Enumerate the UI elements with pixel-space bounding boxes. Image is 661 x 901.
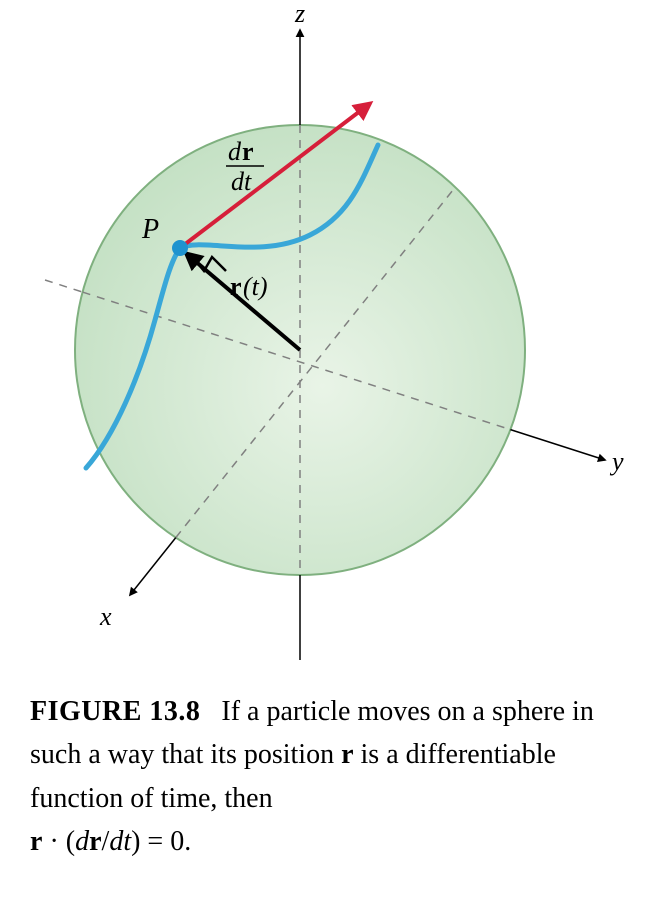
x-axis-front: [130, 538, 176, 595]
caption-text-1: If a particle moves on: [221, 696, 465, 727]
eq-r: r: [30, 826, 42, 857]
r-of-t-label: r (t): [230, 272, 268, 301]
svg-text:(t): (t): [243, 272, 268, 301]
point-p-label: P: [141, 214, 159, 245]
svg-text:r: r: [242, 137, 254, 166]
eq-open: (: [66, 826, 75, 857]
point-p: [172, 240, 188, 256]
y-axis-back: [45, 280, 83, 292]
eq-d: d: [75, 826, 89, 857]
svg-text:r: r: [230, 272, 242, 301]
eq-eq: = 0.: [140, 826, 191, 857]
eq-dot: ·: [42, 826, 65, 857]
caption-r-1: r: [341, 739, 353, 770]
x-axis-label: x: [99, 602, 112, 631]
svg-text:d: d: [228, 137, 242, 166]
y-axis-label: y: [609, 447, 624, 476]
figure-diagram: z y x P r (t) d r dt: [0, 0, 661, 671]
figure-caption: FIGURE 13.8 If a particle moves on a sph…: [30, 690, 631, 864]
svg-text:dt: dt: [231, 167, 252, 196]
eq-dt: dt: [109, 826, 131, 857]
z-axis-label: z: [294, 0, 305, 28]
eq-r2: r: [89, 826, 101, 857]
y-axis-right: [510, 430, 605, 460]
figure-number: FIGURE 13.8: [30, 696, 200, 727]
